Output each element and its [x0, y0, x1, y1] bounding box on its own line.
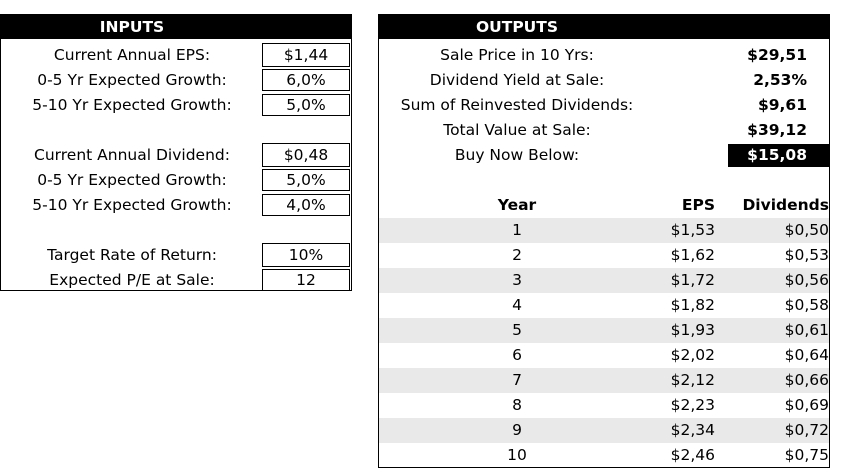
inputs-title: INPUTS: [99, 18, 165, 36]
year-cell: 5: [512, 321, 522, 339]
table-row: 4 $1,82 $0,58: [379, 293, 829, 318]
year-cell: 3: [512, 271, 522, 289]
buy-below-value: $15,08: [728, 144, 829, 167]
dividends-cell: $0,50: [784, 221, 829, 239]
year-cell: 10: [507, 446, 527, 464]
eps-growth-0-5-label: 0-5 Yr Expected Growth:: [37, 71, 227, 89]
buy-below-label: Buy Now Below:: [454, 146, 580, 164]
inputs-panel: INPUTS Current Annual EPS: $1,44 0-5 Yr …: [0, 14, 352, 291]
current-div-row: Current Annual Dividend: $0,48: [1, 143, 351, 168]
eps-cell: $2,46: [670, 446, 715, 464]
year-cell: 2: [512, 246, 522, 264]
eps-cell: $1,62: [670, 246, 715, 264]
div-yield-row: Dividend Yield at Sale: 2,53%: [379, 68, 829, 93]
sale-price-row: Sale Price in 10 Yrs: $29,51: [379, 43, 829, 68]
sale-price-label: Sale Price in 10 Yrs:: [440, 46, 594, 64]
table-row: 3 $1,72 $0,56: [379, 268, 829, 293]
target-return-row: Target Rate of Return: 10%: [1, 243, 351, 268]
eps-cell: $1,72: [670, 271, 715, 289]
target-return-label: Target Rate of Return:: [47, 246, 217, 264]
dividends-cell: $0,72: [784, 421, 829, 439]
reinvested-label: Sum of Reinvested Dividends:: [400, 96, 634, 114]
current-div-field[interactable]: $0,48: [262, 143, 350, 167]
year-cell: 8: [512, 396, 522, 414]
year-cell: 9: [512, 421, 522, 439]
dividends-cell: $0,61: [784, 321, 829, 339]
reinvested-value: $9,61: [757, 96, 807, 114]
eps-cell: $2,02: [670, 346, 715, 364]
table-row: 9 $2,34 $0,72: [379, 418, 829, 443]
outputs-header: OUTPUTS: [379, 15, 829, 39]
current-eps-field[interactable]: $1,44: [262, 43, 350, 67]
total-value-value: $39,12: [747, 121, 807, 139]
dividends-cell: $0,53: [784, 246, 829, 264]
outputs-title: OUTPUTS: [475, 18, 559, 36]
table-row: 1 $1,53 $0,50: [379, 218, 829, 243]
outputs-panel: OUTPUTS Sale Price in 10 Yrs: $29,51 Div…: [378, 14, 830, 468]
table-header-row: Year EPS Dividends: [379, 193, 829, 218]
year-header: Year: [497, 196, 537, 214]
div-growth-5-10-field[interactable]: 4,0%: [262, 194, 350, 216]
dividends-cell: $0,75: [784, 446, 829, 464]
total-value-label: Total Value at Sale:: [443, 121, 591, 139]
current-div-label: Current Annual Dividend:: [34, 146, 230, 164]
eps-growth-0-5-row: 0-5 Yr Expected Growth: 6,0%: [1, 68, 351, 93]
expected-pe-row: Expected P/E at Sale: 12: [1, 268, 351, 293]
expected-pe-field[interactable]: 12: [262, 269, 350, 291]
year-cell: 4: [512, 296, 522, 314]
current-eps-label: Current Annual EPS:: [53, 46, 211, 64]
div-growth-0-5-label: 0-5 Yr Expected Growth:: [37, 171, 227, 189]
eps-growth-5-10-label: 5-10 Yr Expected Growth:: [32, 96, 232, 114]
table-row: 6 $2,02 $0,64: [379, 343, 829, 368]
div-growth-5-10-row: 5-10 Yr Expected Growth: 4,0%: [1, 193, 351, 218]
table-row: 2 $1,62 $0,53: [379, 243, 829, 268]
eps-cell: $2,23: [670, 396, 715, 414]
sale-price-value: $29,51: [747, 46, 807, 64]
table-row: 7 $2,12 $0,66: [379, 368, 829, 393]
dividends-cell: $0,64: [784, 346, 829, 364]
dividends-cell: $0,58: [784, 296, 829, 314]
eps-cell: $1,93: [670, 321, 715, 339]
total-value-row: Total Value at Sale: $39,12: [379, 118, 829, 143]
eps-cell: $2,12: [670, 371, 715, 389]
table-row: 5 $1,93 $0,61: [379, 318, 829, 343]
eps-growth-5-10-field[interactable]: 5,0%: [262, 94, 350, 116]
div-growth-0-5-field[interactable]: 5,0%: [262, 169, 350, 191]
year-cell: 1: [512, 221, 522, 239]
target-return-field[interactable]: 10%: [262, 243, 350, 267]
current-eps-row: Current Annual EPS: $1,44: [1, 43, 351, 68]
expected-pe-label: Expected P/E at Sale:: [49, 271, 215, 289]
dividends-header: Dividends: [742, 196, 829, 214]
eps-cell: $2,34: [670, 421, 715, 439]
eps-cell: $1,82: [670, 296, 715, 314]
eps-header: EPS: [681, 196, 715, 214]
dividends-cell: $0,69: [784, 396, 829, 414]
eps-cell: $1,53: [670, 221, 715, 239]
eps-growth-5-10-row: 5-10 Yr Expected Growth: 5,0%: [1, 93, 351, 118]
dividends-cell: $0,66: [784, 371, 829, 389]
div-yield-value: 2,53%: [753, 71, 807, 89]
year-cell: 7: [512, 371, 522, 389]
reinvested-row: Sum of Reinvested Dividends: $9,61: [379, 93, 829, 118]
div-growth-0-5-row: 0-5 Yr Expected Growth: 5,0%: [1, 168, 351, 193]
inputs-header: INPUTS: [1, 15, 351, 39]
eps-growth-0-5-field[interactable]: 6,0%: [262, 69, 350, 91]
year-cell: 6: [512, 346, 522, 364]
div-yield-label: Dividend Yield at Sale:: [429, 71, 605, 89]
div-growth-5-10-label: 5-10 Yr Expected Growth:: [32, 196, 232, 214]
buy-below-row: Buy Now Below: $15,08: [379, 143, 829, 168]
table-row: 8 $2,23 $0,69: [379, 393, 829, 418]
dividends-cell: $0,56: [784, 271, 829, 289]
table-row: 10 $2,46 $0,75: [379, 443, 829, 468]
